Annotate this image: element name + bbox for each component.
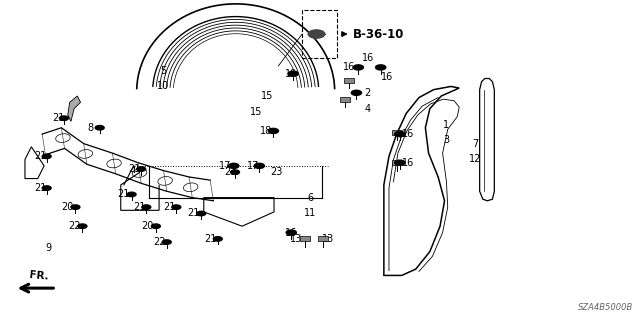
Circle shape <box>71 205 80 209</box>
Text: 1: 1 <box>444 120 449 130</box>
Circle shape <box>353 65 364 70</box>
Text: 17: 17 <box>247 161 259 171</box>
Circle shape <box>376 65 386 70</box>
Circle shape <box>351 90 362 95</box>
Circle shape <box>172 205 180 209</box>
Text: 21: 21 <box>34 151 47 161</box>
Text: 9: 9 <box>45 243 51 253</box>
Text: 4: 4 <box>364 104 371 114</box>
Text: 2: 2 <box>364 88 371 98</box>
Text: 15: 15 <box>250 107 262 117</box>
Circle shape <box>230 170 239 174</box>
Text: 21: 21 <box>164 202 176 212</box>
Circle shape <box>127 192 136 197</box>
Text: 21: 21 <box>133 202 145 212</box>
Text: 21: 21 <box>129 164 141 174</box>
Bar <box>300 236 310 241</box>
Circle shape <box>95 125 104 130</box>
Text: FR.: FR. <box>28 270 49 282</box>
Text: 12: 12 <box>469 154 481 165</box>
Circle shape <box>213 237 222 241</box>
Text: 20: 20 <box>61 202 74 212</box>
Bar <box>392 160 403 165</box>
Circle shape <box>288 71 298 76</box>
Bar <box>340 97 350 102</box>
Circle shape <box>137 167 146 171</box>
Text: 13: 13 <box>290 234 302 244</box>
Circle shape <box>42 186 51 190</box>
Circle shape <box>42 154 51 159</box>
Circle shape <box>152 224 161 228</box>
Circle shape <box>395 160 405 165</box>
Text: 13: 13 <box>322 234 335 244</box>
Circle shape <box>228 163 239 168</box>
Text: 16: 16 <box>402 129 414 139</box>
Text: 21: 21 <box>204 234 216 244</box>
Text: B-36-10: B-36-10 <box>353 27 404 41</box>
Text: 21: 21 <box>52 113 65 123</box>
Text: 16: 16 <box>402 158 414 168</box>
Circle shape <box>60 116 68 121</box>
Text: 16: 16 <box>362 53 374 63</box>
Circle shape <box>254 163 264 168</box>
Circle shape <box>142 205 151 209</box>
Text: 23: 23 <box>270 167 283 177</box>
Text: 11: 11 <box>304 209 317 219</box>
Text: 7: 7 <box>472 139 478 149</box>
Text: 21: 21 <box>225 167 237 177</box>
Text: 18: 18 <box>260 126 272 136</box>
Text: 19: 19 <box>285 69 298 79</box>
Text: 20: 20 <box>141 221 154 231</box>
Bar <box>344 78 354 83</box>
Circle shape <box>196 211 205 216</box>
Polygon shape <box>68 96 81 122</box>
Circle shape <box>78 224 87 228</box>
Bar <box>392 130 403 135</box>
Circle shape <box>163 240 172 244</box>
Text: 21: 21 <box>188 209 200 219</box>
Circle shape <box>395 131 405 137</box>
Text: 15: 15 <box>262 91 274 101</box>
Circle shape <box>308 30 324 38</box>
Text: 22: 22 <box>68 221 81 231</box>
Text: 3: 3 <box>444 136 449 145</box>
Text: 22: 22 <box>153 237 165 247</box>
Text: 5: 5 <box>161 66 166 76</box>
Text: 16: 16 <box>285 227 298 238</box>
Bar <box>302 10 337 58</box>
Text: 16: 16 <box>342 63 355 72</box>
Text: 10: 10 <box>157 81 170 92</box>
Text: 17: 17 <box>220 161 232 171</box>
Circle shape <box>268 128 278 133</box>
Text: SZA4B5000B: SZA4B5000B <box>578 303 633 312</box>
Text: 6: 6 <box>307 193 314 203</box>
Text: 16: 16 <box>381 72 393 82</box>
Text: 21: 21 <box>117 189 129 199</box>
Circle shape <box>286 230 296 235</box>
Text: 8: 8 <box>87 123 93 133</box>
Text: 21: 21 <box>34 183 47 193</box>
Bar <box>318 236 328 241</box>
